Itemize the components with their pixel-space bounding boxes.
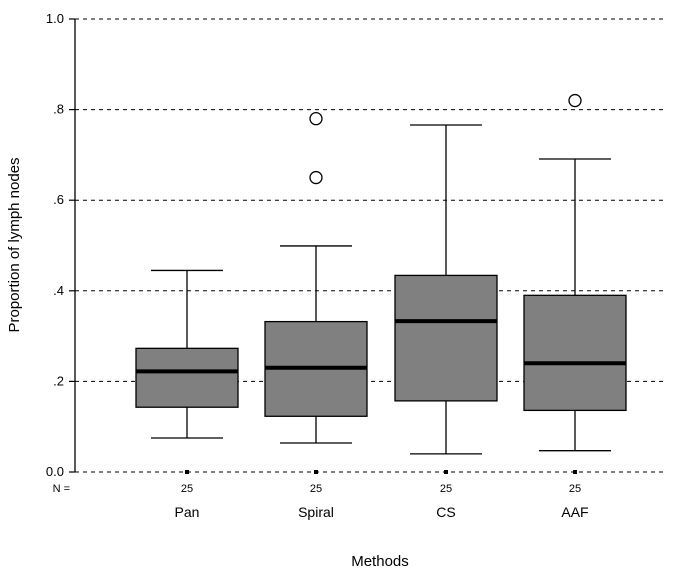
- n-count-label: 25: [181, 483, 193, 495]
- box-cs: [394, 124, 498, 455]
- y-tick-label: .2: [53, 373, 64, 388]
- x-tick-mark: [444, 470, 448, 474]
- iqr-box: [523, 294, 627, 412]
- n-count-label: 25: [310, 483, 322, 495]
- n-count-label: 25: [569, 483, 581, 495]
- y-tick-label: 0.0: [46, 464, 64, 479]
- iqr-box: [135, 347, 239, 408]
- x-category-label: Pan: [175, 504, 200, 520]
- y-tick-label: 1.0: [46, 11, 64, 26]
- y-tick-label: .8: [53, 102, 64, 117]
- n-count-label: 25: [440, 483, 452, 495]
- x-tick-mark: [573, 470, 577, 474]
- x-axis-labels: N = 25 Pan 25 Spiral 25 CS 25 AAF: [53, 470, 589, 520]
- x-tick-mark: [314, 470, 318, 474]
- box-pan: [135, 269, 239, 439]
- x-category-label: Spiral: [298, 504, 334, 520]
- outlier-point: [309, 112, 323, 126]
- outlier-point: [309, 170, 323, 185]
- y-axis-ticks: 0.0 .2 .4 .6 .8 1.0: [46, 11, 75, 479]
- y-tick-label: .4: [53, 283, 64, 298]
- y-tick-label: .6: [53, 192, 64, 207]
- x-axis-title: Methods: [351, 553, 409, 570]
- y-axis-title: Proportion of lymph nodes: [6, 157, 23, 332]
- x-category-label: AAF: [561, 504, 588, 520]
- box-spiral: [264, 112, 368, 444]
- n-prefix-label: N =: [53, 483, 70, 495]
- box-aaf: [523, 93, 627, 452]
- outlier-point: [568, 93, 582, 108]
- iqr-box: [394, 274, 498, 402]
- boxes: [135, 93, 627, 455]
- x-category-label: CS: [436, 504, 455, 520]
- x-tick-mark: [185, 470, 189, 474]
